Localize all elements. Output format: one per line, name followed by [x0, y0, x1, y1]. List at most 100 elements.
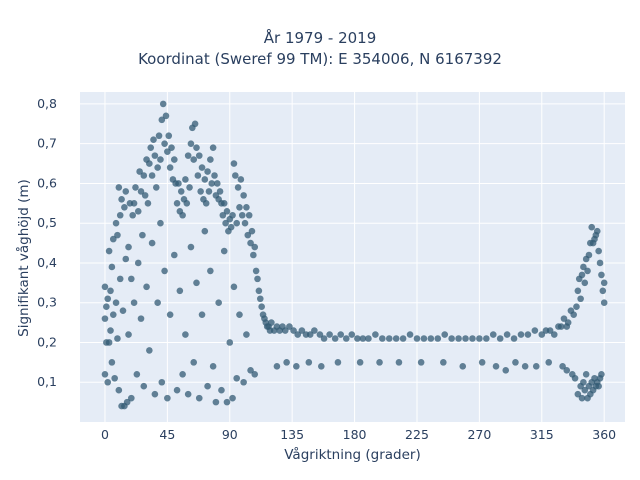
data-point	[134, 259, 142, 267]
data-point	[176, 287, 184, 295]
data-point	[502, 367, 510, 374]
data-point	[483, 335, 490, 342]
data-point	[226, 339, 234, 346]
data-point	[112, 299, 120, 307]
data-point	[577, 295, 584, 303]
x-axis-ticks: 0 45 90 135 180 225 270 315 360	[101, 427, 616, 442]
data-point	[128, 394, 135, 402]
data-point	[251, 370, 259, 378]
data-point	[194, 172, 202, 179]
chart-title-line-2: Koordinat (Sweref 99 TM): E 354006, N 61…	[138, 50, 502, 68]
plot-area	[80, 92, 625, 422]
data-point	[223, 398, 231, 406]
data-point	[111, 374, 118, 382]
y-tick-label: 0,3	[37, 295, 57, 310]
data-point	[101, 283, 109, 291]
data-point	[244, 231, 252, 239]
x-tick-label: 270	[467, 427, 491, 442]
data-point	[571, 374, 579, 382]
data-point	[201, 176, 209, 183]
data-point	[108, 359, 116, 366]
data-point	[251, 243, 259, 251]
data-point	[157, 219, 164, 227]
data-point	[130, 299, 138, 307]
data-point	[230, 283, 238, 291]
data-point	[599, 287, 607, 295]
data-point	[183, 200, 191, 207]
data-point	[129, 211, 136, 219]
data-point	[524, 331, 532, 338]
data-point	[233, 219, 241, 227]
data-point	[119, 307, 127, 314]
data-point	[294, 331, 302, 338]
data-point	[233, 374, 241, 382]
data-point	[417, 359, 425, 366]
data-point	[376, 359, 383, 366]
data-point	[114, 335, 121, 342]
data-point	[186, 184, 193, 191]
data-point	[152, 184, 160, 191]
data-point	[108, 263, 116, 271]
data-point	[573, 303, 580, 310]
data-point	[342, 335, 350, 342]
data-point	[557, 323, 565, 330]
x-tick-label: 225	[405, 427, 429, 442]
data-point	[232, 172, 239, 179]
data-point	[122, 255, 130, 263]
data-point	[240, 192, 247, 199]
data-point	[132, 184, 139, 191]
data-point	[103, 303, 110, 310]
data-point	[195, 152, 203, 159]
x-tick-label: 45	[159, 427, 175, 442]
data-point	[191, 120, 199, 128]
data-point	[144, 200, 152, 207]
data-point	[337, 331, 345, 338]
data-point	[320, 335, 328, 342]
data-point	[115, 386, 123, 394]
data-point	[574, 287, 582, 295]
data-point	[212, 398, 220, 406]
data-point	[175, 180, 182, 187]
data-point	[359, 335, 367, 342]
data-point	[510, 335, 518, 342]
data-point	[258, 303, 265, 310]
data-point	[281, 327, 289, 334]
data-point	[208, 180, 216, 187]
data-point	[125, 331, 132, 338]
data-point	[109, 311, 117, 318]
y-tick-label: 0,1	[37, 374, 57, 389]
data-point	[578, 394, 586, 402]
data-point	[140, 172, 148, 179]
data-point	[570, 311, 577, 318]
data-point	[574, 390, 582, 398]
data-point	[162, 112, 170, 120]
data-point	[150, 136, 157, 144]
data-point	[580, 378, 587, 386]
data-point	[593, 227, 601, 235]
data-point	[197, 188, 204, 195]
data-point	[182, 176, 189, 183]
data-point	[104, 378, 112, 386]
data-point	[205, 188, 213, 195]
data-point	[237, 176, 245, 183]
data-point	[140, 382, 148, 390]
data-point	[158, 378, 166, 386]
data-point	[585, 251, 593, 259]
data-point	[283, 359, 290, 366]
data-point	[130, 200, 138, 207]
data-point	[584, 267, 591, 275]
data-point	[114, 231, 121, 239]
data-point	[478, 359, 486, 366]
data-point	[159, 100, 167, 108]
data-point	[598, 370, 605, 378]
grid-lines	[80, 92, 625, 422]
data-point	[385, 335, 393, 342]
data-point	[234, 184, 242, 191]
data-point	[252, 267, 260, 275]
data-point	[563, 367, 571, 374]
data-point	[173, 386, 181, 394]
data-point	[154, 299, 161, 307]
data-point	[229, 394, 236, 402]
